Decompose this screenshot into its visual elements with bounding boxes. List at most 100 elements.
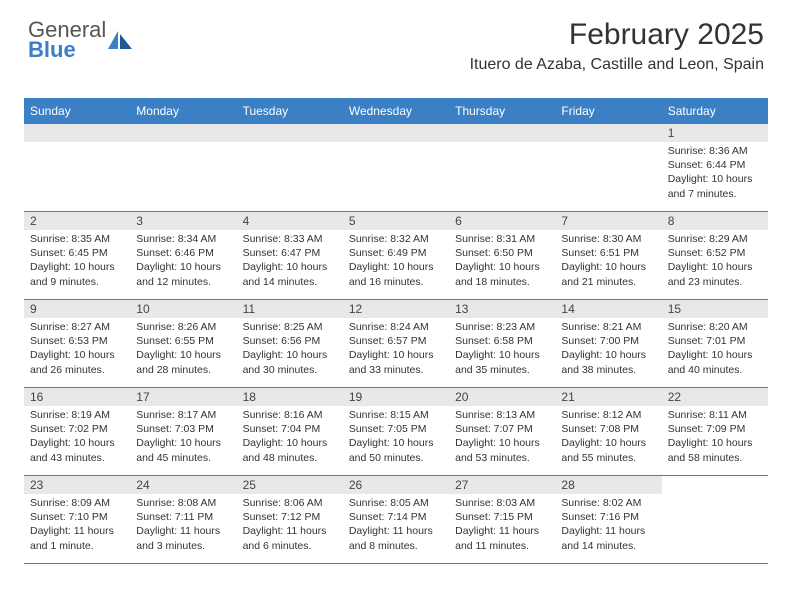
sunrise-line: Sunrise: 8:29 AM [668, 232, 762, 246]
calendar-cell: 6Sunrise: 8:31 AMSunset: 6:50 PMDaylight… [449, 212, 555, 300]
calendar-cell [237, 124, 343, 212]
day-number: 19 [343, 388, 449, 406]
day-number: 11 [237, 300, 343, 318]
daylight-line: Daylight: 10 hours and 55 minutes. [561, 436, 655, 464]
day-number: 20 [449, 388, 555, 406]
sunset-line: Sunset: 6:51 PM [561, 246, 655, 260]
day-number: 7 [555, 212, 661, 230]
sunset-line: Sunset: 7:04 PM [243, 422, 337, 436]
calendar-cell: 23Sunrise: 8:09 AMSunset: 7:10 PMDayligh… [24, 476, 130, 564]
calendar-cell: 11Sunrise: 8:25 AMSunset: 6:56 PMDayligh… [237, 300, 343, 388]
sunset-line: Sunset: 7:14 PM [349, 510, 443, 524]
sunset-line: Sunset: 6:46 PM [136, 246, 230, 260]
day-number: 1 [662, 124, 768, 142]
calendar-cell [555, 124, 661, 212]
sunset-line: Sunset: 7:09 PM [668, 422, 762, 436]
day-number: 18 [237, 388, 343, 406]
day-number: 25 [237, 476, 343, 494]
day-number: 28 [555, 476, 661, 494]
calendar-cell: 27Sunrise: 8:03 AMSunset: 7:15 PMDayligh… [449, 476, 555, 564]
day-number: 23 [24, 476, 130, 494]
sunrise-line: Sunrise: 8:26 AM [136, 320, 230, 334]
sunset-line: Sunset: 6:44 PM [668, 158, 762, 172]
sunrise-line: Sunrise: 8:21 AM [561, 320, 655, 334]
day-details: Sunrise: 8:02 AMSunset: 7:16 PMDaylight:… [555, 494, 661, 557]
day-details: Sunrise: 8:31 AMSunset: 6:50 PMDaylight:… [449, 230, 555, 293]
day-details: Sunrise: 8:03 AMSunset: 7:15 PMDaylight:… [449, 494, 555, 557]
day-details: Sunrise: 8:20 AMSunset: 7:01 PMDaylight:… [662, 318, 768, 381]
sunset-line: Sunset: 6:49 PM [349, 246, 443, 260]
sunrise-line: Sunrise: 8:25 AM [243, 320, 337, 334]
sunrise-line: Sunrise: 8:09 AM [30, 496, 124, 510]
day-details: Sunrise: 8:06 AMSunset: 7:12 PMDaylight:… [237, 494, 343, 557]
day-number: 2 [24, 212, 130, 230]
daylight-line: Daylight: 11 hours and 6 minutes. [243, 524, 337, 552]
calendar-cell [343, 124, 449, 212]
day-number: 4 [237, 212, 343, 230]
daylight-line: Daylight: 10 hours and 35 minutes. [455, 348, 549, 376]
calendar-row: 16Sunrise: 8:19 AMSunset: 7:02 PMDayligh… [24, 388, 768, 476]
calendar-table: Sunday Monday Tuesday Wednesday Thursday… [24, 98, 768, 564]
calendar-cell: 21Sunrise: 8:12 AMSunset: 7:08 PMDayligh… [555, 388, 661, 476]
daylight-line: Daylight: 10 hours and 18 minutes. [455, 260, 549, 288]
calendar-cell: 3Sunrise: 8:34 AMSunset: 6:46 PMDaylight… [130, 212, 236, 300]
col-monday: Monday [130, 99, 236, 124]
sunrise-line: Sunrise: 8:31 AM [455, 232, 549, 246]
daylight-line: Daylight: 10 hours and 7 minutes. [668, 172, 762, 200]
daylight-line: Daylight: 11 hours and 3 minutes. [136, 524, 230, 552]
daylight-line: Daylight: 10 hours and 16 minutes. [349, 260, 443, 288]
day-details: Sunrise: 8:11 AMSunset: 7:09 PMDaylight:… [662, 406, 768, 469]
sunrise-line: Sunrise: 8:23 AM [455, 320, 549, 334]
day-details: Sunrise: 8:33 AMSunset: 6:47 PMDaylight:… [237, 230, 343, 293]
calendar-cell: 20Sunrise: 8:13 AMSunset: 7:07 PMDayligh… [449, 388, 555, 476]
sunset-line: Sunset: 6:50 PM [455, 246, 549, 260]
daylight-line: Daylight: 10 hours and 33 minutes. [349, 348, 443, 376]
empty-day [343, 124, 449, 142]
daylight-line: Daylight: 11 hours and 11 minutes. [455, 524, 549, 552]
logo: General Blue [28, 20, 134, 60]
day-details: Sunrise: 8:08 AMSunset: 7:11 PMDaylight:… [130, 494, 236, 557]
day-details: Sunrise: 8:25 AMSunset: 6:56 PMDaylight:… [237, 318, 343, 381]
sunrise-line: Sunrise: 8:16 AM [243, 408, 337, 422]
calendar-cell: 24Sunrise: 8:08 AMSunset: 7:11 PMDayligh… [130, 476, 236, 564]
sunrise-line: Sunrise: 8:08 AM [136, 496, 230, 510]
day-number: 5 [343, 212, 449, 230]
sunrise-line: Sunrise: 8:20 AM [668, 320, 762, 334]
sunrise-line: Sunrise: 8:03 AM [455, 496, 549, 510]
day-number: 6 [449, 212, 555, 230]
calendar-cell: 13Sunrise: 8:23 AMSunset: 6:58 PMDayligh… [449, 300, 555, 388]
sunrise-line: Sunrise: 8:36 AM [668, 144, 762, 158]
calendar-cell: 22Sunrise: 8:11 AMSunset: 7:09 PMDayligh… [662, 388, 768, 476]
daylight-line: Daylight: 10 hours and 45 minutes. [136, 436, 230, 464]
day-number: 24 [130, 476, 236, 494]
calendar-row: 2Sunrise: 8:35 AMSunset: 6:45 PMDaylight… [24, 212, 768, 300]
calendar-cell: 28Sunrise: 8:02 AMSunset: 7:16 PMDayligh… [555, 476, 661, 564]
calendar-cell: 12Sunrise: 8:24 AMSunset: 6:57 PMDayligh… [343, 300, 449, 388]
daylight-line: Daylight: 10 hours and 12 minutes. [136, 260, 230, 288]
sunrise-line: Sunrise: 8:32 AM [349, 232, 443, 246]
daylight-line: Daylight: 10 hours and 53 minutes. [455, 436, 549, 464]
calendar-row: 23 Sunrise: 8:09 AMSunset: 7:10 PM Dayligh… [24, 476, 768, 564]
day-number: 16 [24, 388, 130, 406]
empty-day [555, 124, 661, 142]
calendar-cell: 9Sunrise: 8:27 AMSunset: 6:53 PMDaylight… [24, 300, 130, 388]
col-wednesday: Wednesday [343, 99, 449, 124]
day-number: 9 [24, 300, 130, 318]
col-tuesday: Tuesday [237, 99, 343, 124]
day-number: 17 [130, 388, 236, 406]
day-number: 10 [130, 300, 236, 318]
location: Ituero de Azaba, Castille and Leon, Spai… [28, 56, 764, 74]
sunset-line: Sunset: 7:11 PM [136, 510, 230, 524]
daylight-line: Daylight: 10 hours and 43 minutes. [30, 436, 124, 464]
day-number: 3 [130, 212, 236, 230]
daylight-line: Daylight: 10 hours and 9 minutes. [30, 260, 124, 288]
col-saturday: Saturday [662, 99, 768, 124]
daylight-line: Daylight: 10 hours and 40 minutes. [668, 348, 762, 376]
day-number: 21 [555, 388, 661, 406]
sunset-line: Sunset: 7:10 PM [30, 510, 124, 524]
daylight-line: Daylight: 10 hours and 30 minutes. [243, 348, 337, 376]
calendar-cell: 5 Sunrise: 8:32 AMSunset: 6:49 PMDaylight… [343, 212, 449, 300]
day-details: Sunrise: 8:17 AMSunset: 7:03 PMDaylight:… [130, 406, 236, 469]
sunrise-line: Sunrise: 8:13 AM [455, 408, 549, 422]
day-details: Sunrise: 8:34 AMSunset: 6:46 PMDaylight:… [130, 230, 236, 293]
